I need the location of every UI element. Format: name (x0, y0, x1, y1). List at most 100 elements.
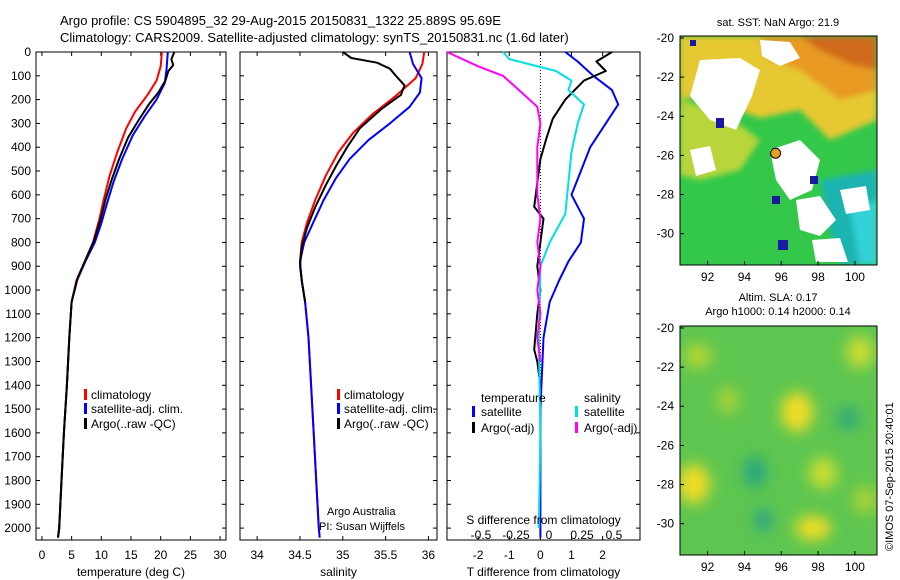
y-tick-label: 500 (11, 164, 31, 178)
y-tick-label: 1200 (4, 331, 31, 345)
y-tick-label: 400 (11, 140, 31, 154)
sla-map-image (680, 326, 877, 555)
series-line (446, 51, 542, 362)
s-tick-label: 0.5 (606, 528, 623, 542)
y-tick-label: 1600 (4, 426, 31, 440)
map-y-tick-label: -26 (657, 148, 675, 162)
x-tick-label: -1 (504, 548, 515, 562)
x-tick-label: 25 (184, 548, 198, 562)
temperature-panel: 0 5 10 15 20 25 30 temperature (deg C) 0 100 200 30… (4, 45, 227, 579)
x-tick-label: 30 (213, 548, 227, 562)
sst-map-panel: sat. SST: NaN Argo: 21.9 (657, 17, 878, 284)
map-y-tick-label: -22 (657, 360, 675, 374)
y-tick-label: 100 (11, 69, 31, 83)
y-tick-label: 300 (11, 116, 31, 130)
series-line (299, 51, 423, 538)
x-tick-label: 35.5 (374, 548, 398, 562)
legend-swatch (575, 406, 578, 417)
map-x-tick-label: 100 (845, 560, 865, 574)
legend-label: climatology (344, 388, 404, 402)
map-y-tick-label: -22 (657, 70, 675, 84)
sst-map-image (680, 36, 877, 265)
series-line (299, 51, 426, 538)
s-tick-label: 0.25 (570, 528, 594, 542)
series-line (299, 51, 406, 303)
sst-map-axes: 92 94 96 98 100 -20 -22 -24 -26 -28 -30 (657, 31, 866, 284)
y-tick-label: 0 (24, 45, 31, 59)
sst-map-frame (679, 35, 878, 266)
y-tick-label: 1000 (4, 283, 31, 297)
sla-map-frame (679, 325, 878, 556)
legend-label: Argo(-adj) (481, 421, 534, 435)
map-x-tick-label: 98 (811, 560, 825, 574)
legend-swatch (337, 389, 340, 400)
salinity-frame (239, 51, 438, 541)
series-line (539, 51, 620, 538)
x-tick-label: 2 (599, 548, 606, 562)
x-axis-label-s: S difference from climatology (466, 513, 621, 527)
s-tick-label: 0 (546, 528, 553, 542)
sla-map-panel: Altim. SLA: 0.17 Argo h1000: 0.14 h2000:… (657, 292, 878, 574)
x-tick-label: 1 (568, 548, 575, 562)
y-tick-label: 200 (11, 93, 31, 107)
x-tick-label: 34 (250, 548, 264, 562)
header-line2: Climatology: CARS2009. Satellite-adjuste… (60, 30, 569, 45)
legend-swatch (575, 422, 578, 433)
legend-heading: temperature (481, 391, 546, 405)
legend-label: satellite (584, 405, 625, 419)
map-x-tick-label: 94 (738, 560, 752, 574)
legend-label: Argo(-adj) (584, 421, 637, 435)
map-y-tick-label: -24 (657, 399, 675, 413)
s-tick-label: -0.25 (502, 528, 530, 542)
legend-label: satellite-adj. clim. (344, 402, 436, 416)
x-tick-label: 15 (124, 548, 138, 562)
sla-map-title2: Argo h1000: 0.14 h2000: 0.14 (705, 306, 851, 318)
legend-label: satellite (481, 405, 522, 419)
legend-swatch (337, 418, 340, 429)
pi-label: PI: Susan Wijffels (319, 521, 405, 533)
x-tick-label: 36 (422, 548, 436, 562)
argo-location-marker (770, 147, 782, 159)
x-tick-label: 34.5 (288, 548, 312, 562)
map-x-tick-label: 96 (775, 270, 789, 284)
salinity-panel: 34 34.5 35 35.5 36 salinity climatologysatelli… (239, 51, 438, 579)
s-tick-label: -0.5 (471, 528, 492, 542)
map-y-tick-label: -30 (657, 227, 675, 241)
map-x-tick-label: 96 (775, 560, 789, 574)
series-line (533, 51, 613, 386)
sst-map-title: sat. SST: NaN Argo: 21.9 (717, 17, 839, 29)
legend-swatch (472, 422, 475, 433)
legend-label: satellite-adj. clim. (91, 402, 183, 416)
y-tick-label: 1700 (4, 450, 31, 464)
y-tick-label: 1400 (4, 378, 31, 392)
legend-swatch (84, 418, 87, 429)
map-y-tick-label: -24 (657, 109, 675, 123)
y-tick-label: 1900 (4, 497, 31, 511)
legend-swatch (337, 403, 340, 414)
x-tick-label: -2 (473, 548, 484, 562)
map-y-tick-label: -28 (657, 478, 675, 492)
x-tick-label: 0 (39, 548, 46, 562)
difference-frame (446, 51, 641, 541)
x-axis-label: T difference from climatology (467, 565, 621, 579)
x-axis-label: salinity (320, 565, 357, 579)
y-tick-label: 600 (11, 188, 31, 202)
legend-label: climatology (91, 388, 151, 402)
x-tick-label: 5 (68, 548, 75, 562)
y-tick-label: 900 (11, 259, 31, 273)
map-x-tick-label: 94 (738, 270, 752, 284)
imos-watermark: ©IMOS 07-Sep-2015 20:40:01 (884, 402, 896, 551)
map-y-tick-label: -28 (657, 188, 675, 202)
y-tick-label: 800 (11, 235, 31, 249)
x-tick-label: 0 (537, 548, 544, 562)
map-y-tick-label: -26 (657, 438, 675, 452)
y-tick-label: 1100 (5, 307, 31, 321)
map-x-tick-label: 92 (701, 560, 715, 574)
y-tick-label: 700 (11, 212, 31, 226)
legend-label: Argo(..raw -QC) (344, 417, 429, 431)
y-tick-label: 1300 (4, 354, 31, 368)
y-tick-label: 1800 (4, 473, 31, 487)
header-line1: Argo profile: CS 5904895_32 29-Aug-2015 … (60, 13, 501, 28)
sla-map-title1: Altim. SLA: 0.17 (739, 292, 818, 304)
